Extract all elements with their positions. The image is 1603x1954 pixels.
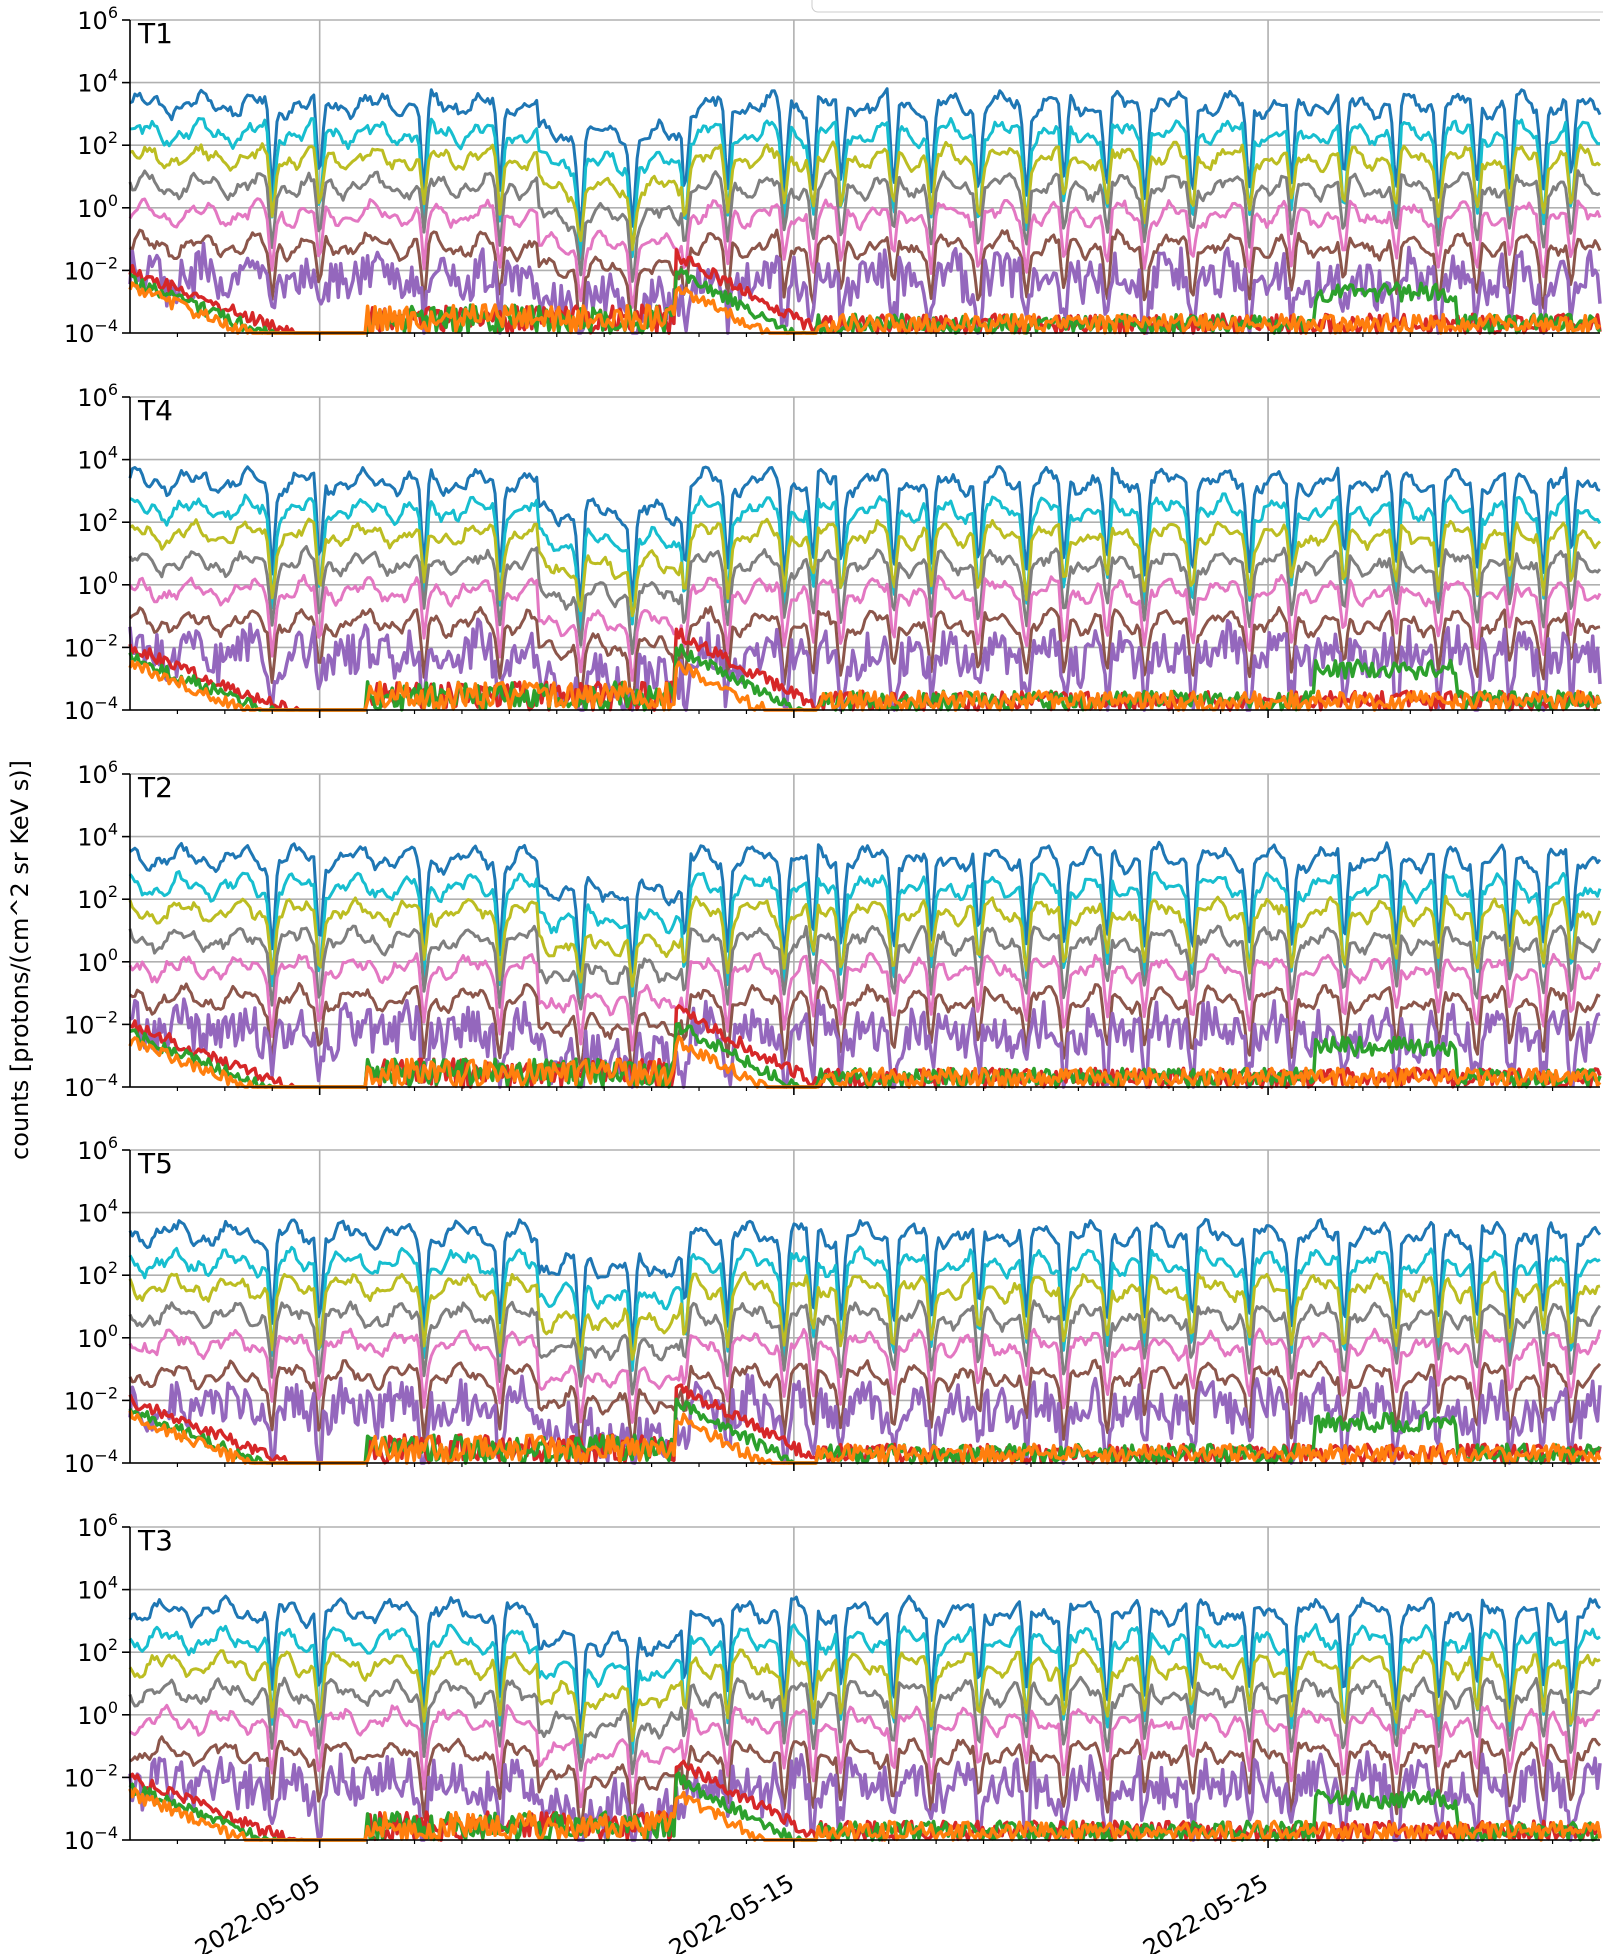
y-tick-label: 10−4 <box>64 693 118 725</box>
series-line-4 <box>128 1675 1602 1776</box>
series-line-2 <box>128 1623 1601 1759</box>
y-tick-label: 106 <box>77 380 118 412</box>
y-tick-label: 10−4 <box>64 1823 118 1855</box>
y-tick-label: 100 <box>77 191 118 223</box>
y-tick-label: 106 <box>77 1133 118 1165</box>
series-line-10 <box>128 281 1602 335</box>
y-tick-label: 10−4 <box>64 1070 118 1102</box>
y-tick-label: 102 <box>77 1258 118 1290</box>
series-line-1 <box>129 840 1602 981</box>
panel-title-t1: T1 <box>137 17 173 50</box>
y-tick-label: 102 <box>77 1635 118 1667</box>
series-line-7 <box>128 1373 1602 1465</box>
series-line-3 <box>129 140 1601 252</box>
panel-t5: 106 104 102 100 10−2 10−4 T5 <box>64 1133 1602 1478</box>
series-line-6 <box>128 605 1601 712</box>
series-line-3 <box>128 1270 1601 1361</box>
y-tick-label: 10−2 <box>64 1760 118 1792</box>
series-line-4 <box>128 545 1602 656</box>
panel-title-t3: T3 <box>137 1524 173 1557</box>
series-line-5 <box>128 951 1602 1052</box>
series-line-1 <box>129 87 1602 237</box>
y-tick-label: 106 <box>77 1510 118 1542</box>
y-tick-label: 106 <box>77 757 118 789</box>
panel-title-t5: T5 <box>137 1147 173 1180</box>
series-line-2 <box>128 1245 1601 1380</box>
y-tick-label: 102 <box>77 128 118 160</box>
panel-title-t2: T2 <box>137 771 173 804</box>
y-tick-label: 10−4 <box>64 316 118 348</box>
series-line-9 <box>128 643 1602 712</box>
series-line-5 <box>128 1327 1602 1424</box>
panel-title-t4: T4 <box>137 394 173 427</box>
series-line-1 <box>128 465 1601 609</box>
y-tick-label: 10−2 <box>64 1007 118 1039</box>
x-tick-label-2: 2022-05-15 <box>664 1869 799 1954</box>
y-tick-label: 100 <box>77 1321 118 1353</box>
y-tick-label: 10−2 <box>64 1383 118 1415</box>
series-line-2 <box>128 870 1602 1000</box>
series-line-10 <box>128 659 1602 712</box>
series-line-5 <box>129 1703 1600 1809</box>
series-line-1 <box>128 1217 1602 1351</box>
series-line-3 <box>128 894 1602 988</box>
panel-t1: 106 104 102 100 10−2 10−4 T1 <box>64 3 1602 348</box>
legend-box <box>811 0 1603 13</box>
y-tick-label: 102 <box>77 505 118 537</box>
y-tick-label: 10−2 <box>64 253 118 285</box>
series-line-6 <box>129 1735 1602 1833</box>
y-tick-label: 102 <box>77 882 118 914</box>
y-tick-label: 100 <box>77 945 118 977</box>
series-line-2 <box>129 492 1602 633</box>
series-line-10 <box>128 1035 1602 1089</box>
series-line-4 <box>128 1299 1602 1396</box>
series-line-4 <box>128 923 1602 1024</box>
y-tick-label: 104 <box>77 443 118 475</box>
y-tick-label: 104 <box>77 1573 118 1605</box>
y-tick-label: 100 <box>77 1698 118 1730</box>
series-line-4 <box>128 169 1601 283</box>
panels: 10610410210010−210−4T110610410210010−210… <box>64 3 1602 1855</box>
x-tick-label-3: 2022-05-25 <box>1138 1869 1273 1954</box>
series-line-3 <box>128 1648 1601 1745</box>
series-line-10 <box>128 1410 1602 1465</box>
series-line-5 <box>128 197 1602 309</box>
x-axis-date-labels: 2022-05-05 2022-05-15 2022-05-25 <box>190 1869 1273 1954</box>
y-tick-label: 104 <box>77 820 118 852</box>
panel-t2: 106 104 102 100 10−2 10−4 T2 <box>64 757 1602 1102</box>
y-tick-label: 106 <box>77 3 118 35</box>
series-line-10 <box>128 1787 1602 1842</box>
series-line-3 <box>129 517 1602 618</box>
y-axis-label: counts [protons/(cm^2 sr KeV s)] <box>6 760 34 1160</box>
series-line-6 <box>129 228 1602 335</box>
y-tick-label: 10−4 <box>64 1446 118 1478</box>
y-tick-label: 104 <box>77 1196 118 1228</box>
y-tick-label: 100 <box>77 568 118 600</box>
panel-t3: 106 104 102 100 10−2 10−4 T3 <box>64 1510 1602 1855</box>
y-tick-label: 104 <box>77 66 118 98</box>
panel-t4: 106 104 102 100 10−2 10−4 T4 <box>64 380 1602 725</box>
series-line-5 <box>128 573 1602 682</box>
series-line-7 <box>129 997 1601 1089</box>
series-line-7 <box>128 617 1602 712</box>
series-line-6 <box>129 982 1601 1079</box>
series-line-1 <box>128 1594 1602 1736</box>
y-tick-label: 10−2 <box>64 630 118 662</box>
series-line-2 <box>129 117 1600 260</box>
x-tick-label-1: 2022-05-05 <box>190 1869 325 1954</box>
series-line-6 <box>128 1358 1602 1453</box>
